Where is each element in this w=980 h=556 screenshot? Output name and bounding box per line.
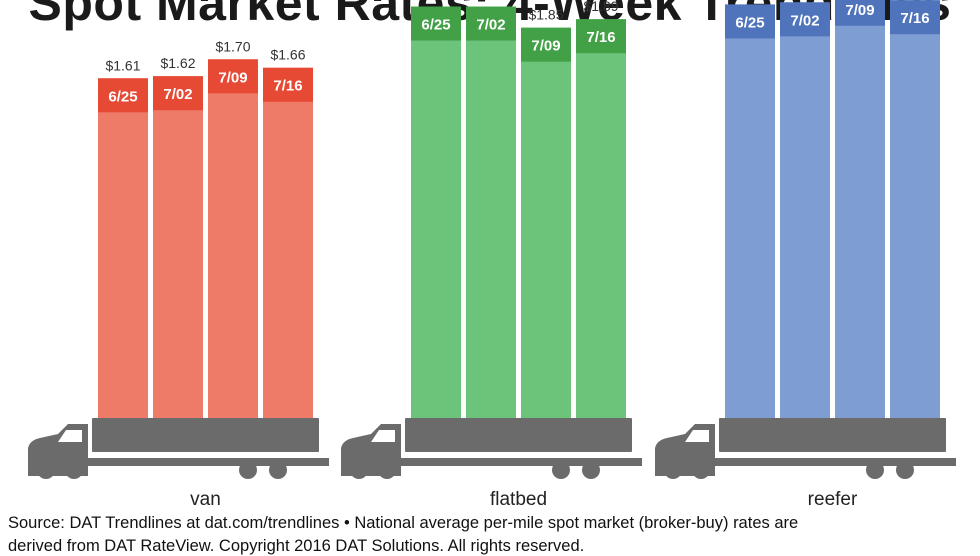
bar-body bbox=[153, 76, 203, 419]
bar-cap bbox=[263, 67, 313, 102]
bar-body bbox=[466, 6, 516, 419]
value-label: $1.95 bbox=[473, 0, 508, 2]
bar-body bbox=[725, 4, 775, 418]
bar-cap bbox=[153, 76, 203, 111]
group-label-van: van bbox=[190, 489, 221, 510]
bar-van-7-09: 7/09 $1.70 bbox=[208, 38, 258, 419]
bar-cap bbox=[780, 2, 830, 37]
bar-cap bbox=[208, 59, 258, 94]
bar-body bbox=[98, 78, 148, 418]
group-flatbed: 6/25 $1.95 7/02 $1.95 7/09 $1.85 7/16 $1.89 flat… bbox=[341, 0, 642, 510]
bar-reefer-7-02: 7/02$1.97 bbox=[780, 2, 830, 419]
category-label: 7/09 bbox=[845, 2, 874, 19]
value-label: $1.62 bbox=[160, 55, 195, 71]
category-label: 7/16 bbox=[273, 78, 302, 95]
bar-flatbed-7-09: 7/09 $1.85 bbox=[521, 7, 571, 419]
bar-body bbox=[576, 19, 626, 419]
bar-van-7-16: 7/16 $1.66 bbox=[263, 47, 313, 419]
category-label: 7/02 bbox=[790, 12, 819, 29]
bar-cap bbox=[835, 0, 885, 26]
bar-van-7-02: 7/02 $1.62 bbox=[153, 55, 203, 419]
category-label: 7/02 bbox=[476, 17, 505, 34]
bar-body bbox=[890, 0, 940, 418]
bar-cap bbox=[98, 78, 148, 113]
value-label: $1.89 bbox=[583, 0, 618, 14]
group-reefer: 6/25$1.967/02$1.977/09$2.027/16$1.98 reef… bbox=[655, 0, 956, 510]
category-label: 7/16 bbox=[586, 29, 615, 46]
bar-flatbed-6-25: 6/25 $1.95 bbox=[411, 0, 461, 419]
category-label: 7/16 bbox=[900, 10, 929, 27]
value-label: $1.70 bbox=[215, 38, 250, 54]
category-label: 7/02 bbox=[163, 86, 192, 103]
bar-cap bbox=[576, 19, 626, 54]
group-van: 6/25 $1.61 7/02 $1.62 7/09 $1.70 7/16 $1.66 van bbox=[28, 38, 329, 510]
bar-flatbed-7-16: 7/16 $1.89 bbox=[576, 0, 626, 419]
bar-reefer-6-25: 6/25$1.96 bbox=[725, 4, 775, 418]
category-label: 6/25 bbox=[421, 17, 450, 34]
truck-van-icon bbox=[28, 418, 329, 479]
bar-cap bbox=[521, 27, 571, 62]
bar-van-6-25: 6/25 $1.61 bbox=[98, 57, 148, 418]
source-note-line-1: Source: DAT Trendlines at dat.com/trendl… bbox=[8, 514, 799, 532]
value-label: $1.85 bbox=[528, 7, 563, 23]
bar-body bbox=[411, 6, 461, 419]
value-label: $1.66 bbox=[270, 47, 305, 63]
truck-flatbed-icon bbox=[341, 418, 642, 479]
bar-body bbox=[263, 67, 313, 419]
value-label: $1.61 bbox=[105, 57, 140, 73]
bar-body bbox=[521, 27, 571, 419]
category-label: 7/09 bbox=[218, 69, 247, 86]
bar-reefer-7-09: 7/09$2.02 bbox=[835, 0, 885, 419]
bar-body bbox=[780, 2, 830, 419]
bar-flatbed-7-02: 7/02 $1.95 bbox=[466, 0, 516, 419]
category-label: 6/25 bbox=[735, 14, 764, 31]
source-note-line-2: derived from DAT RateView. Copyright 201… bbox=[8, 537, 585, 555]
group-label-reefer: reefer bbox=[808, 489, 858, 510]
bar-cap bbox=[466, 6, 516, 41]
truck-reefer-icon bbox=[655, 418, 956, 479]
bar-cap bbox=[411, 6, 461, 41]
bar-cap bbox=[725, 4, 775, 39]
group-label-flatbed: flatbed bbox=[490, 489, 547, 510]
bar-body bbox=[835, 0, 885, 419]
bar-reefer-7-16: 7/16$1.98 bbox=[890, 0, 940, 418]
bar-body bbox=[208, 59, 258, 419]
category-label: 7/09 bbox=[531, 38, 560, 55]
bar-cap bbox=[890, 0, 940, 35]
bar-chart: 6/25$1.617/02$1.627/09$1.707/16$1.66van6… bbox=[28, 0, 956, 510]
category-label: 6/25 bbox=[108, 88, 137, 105]
value-label: $1.95 bbox=[418, 0, 453, 2]
